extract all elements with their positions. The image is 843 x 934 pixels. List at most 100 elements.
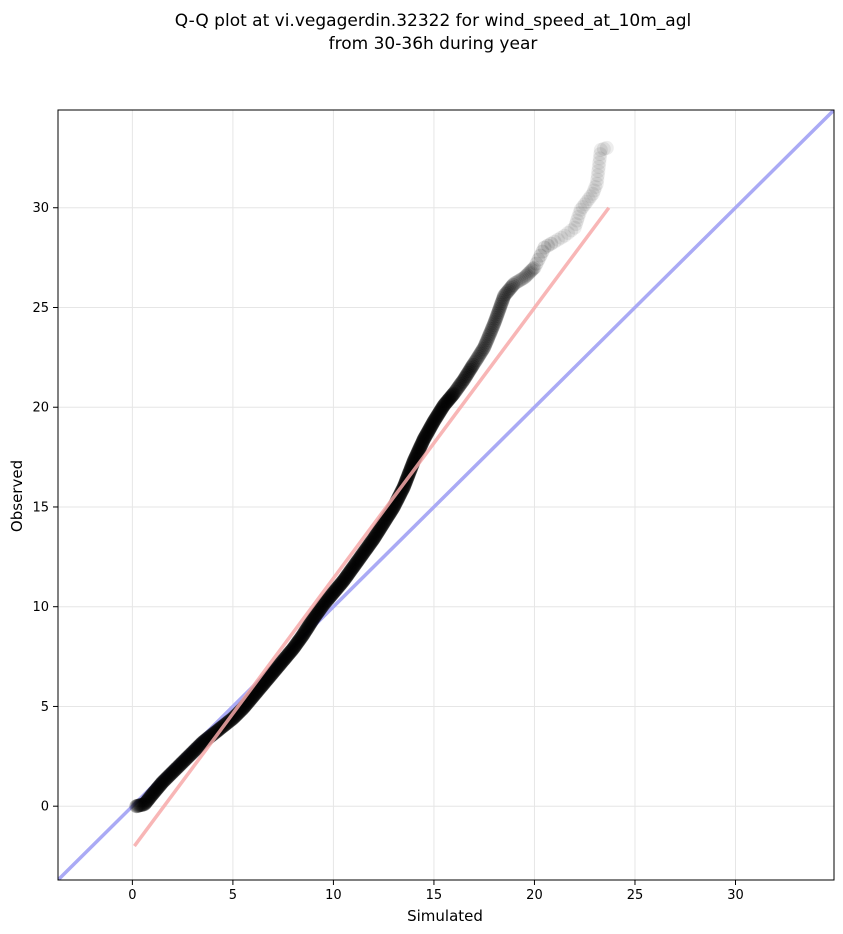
data-point <box>421 423 436 438</box>
data-point <box>273 657 288 671</box>
data-point <box>453 377 468 391</box>
data-point <box>501 284 516 298</box>
data-point <box>361 539 376 554</box>
data-point <box>311 605 325 620</box>
y-tick-label: 25 <box>32 301 49 316</box>
data-point <box>351 552 366 567</box>
data-point <box>292 633 307 648</box>
data-point <box>587 183 602 198</box>
data-point <box>434 402 449 417</box>
data-point <box>168 762 183 777</box>
data-point <box>445 388 460 402</box>
data-point <box>478 338 492 353</box>
x-axis-label: Simulated <box>407 907 483 925</box>
data-point <box>131 798 146 813</box>
data-point <box>189 741 204 756</box>
data-point <box>460 367 475 382</box>
data-point <box>301 618 316 633</box>
data-point <box>483 325 498 340</box>
data-point <box>332 578 347 593</box>
data-point <box>288 638 303 653</box>
data-point <box>412 442 427 457</box>
data-point <box>332 578 347 593</box>
data-point <box>271 658 286 673</box>
data-point <box>149 782 164 797</box>
data-point <box>354 548 369 563</box>
data-point <box>284 644 299 659</box>
data-point <box>495 294 510 309</box>
data-point <box>292 632 307 647</box>
data-point <box>363 536 378 551</box>
data-point <box>419 428 434 443</box>
data-point <box>154 776 169 791</box>
data-point <box>163 767 178 782</box>
data-point <box>294 629 309 644</box>
data-point <box>461 365 476 380</box>
data-point <box>325 586 340 601</box>
data-point <box>591 164 606 179</box>
data-point <box>517 270 532 285</box>
data-point <box>425 416 440 431</box>
data-point <box>146 785 161 800</box>
data-point <box>379 511 394 526</box>
data-point <box>317 596 332 611</box>
data-point <box>256 677 271 692</box>
data-point <box>301 619 316 634</box>
data-point <box>345 560 360 575</box>
data-point <box>475 343 490 358</box>
y-axis-ticks: 0 5 10 15 20 25 30 <box>32 201 58 815</box>
data-point <box>512 273 527 288</box>
data-point <box>480 333 495 347</box>
data-point <box>305 612 320 627</box>
data-point <box>143 789 158 804</box>
data-point <box>364 534 379 549</box>
data-point <box>345 561 360 576</box>
data-point <box>437 397 452 412</box>
data-point <box>189 742 203 756</box>
data-point <box>327 584 342 598</box>
data-point <box>443 390 458 405</box>
data-point <box>550 232 565 247</box>
plot-frame <box>57 109 835 881</box>
data-point <box>314 600 329 615</box>
data-point <box>429 410 444 425</box>
data-point <box>417 431 432 446</box>
data-point <box>322 590 337 604</box>
data-point <box>469 353 484 368</box>
data-point <box>573 202 588 217</box>
data-point <box>435 401 450 416</box>
data-point <box>506 278 521 292</box>
data-point <box>540 238 555 253</box>
data-point <box>349 555 364 570</box>
data-point <box>418 429 433 444</box>
data-point <box>491 305 506 320</box>
data-point <box>583 189 598 204</box>
data-point <box>184 747 198 761</box>
data-point <box>433 403 448 418</box>
data-point <box>470 351 485 366</box>
data-point <box>452 378 467 393</box>
data-point <box>376 516 391 531</box>
data-point <box>141 791 156 806</box>
data-point <box>468 354 483 369</box>
data-point <box>374 518 389 533</box>
data-point <box>226 710 241 725</box>
data-point <box>498 287 513 301</box>
data-point <box>357 544 372 559</box>
data-point <box>414 437 429 452</box>
data-point <box>438 396 453 411</box>
data-point <box>422 422 437 437</box>
data-point <box>320 592 335 607</box>
data-point <box>320 593 334 608</box>
data-point <box>343 563 358 578</box>
data-point <box>496 290 511 305</box>
data-point <box>356 545 371 560</box>
data-point <box>370 525 385 540</box>
data-point <box>450 381 465 396</box>
data-point <box>179 752 193 766</box>
data-point <box>257 675 272 690</box>
data-point <box>183 747 198 762</box>
data-point <box>343 564 358 579</box>
data-point <box>295 628 310 643</box>
data-point <box>570 213 585 228</box>
